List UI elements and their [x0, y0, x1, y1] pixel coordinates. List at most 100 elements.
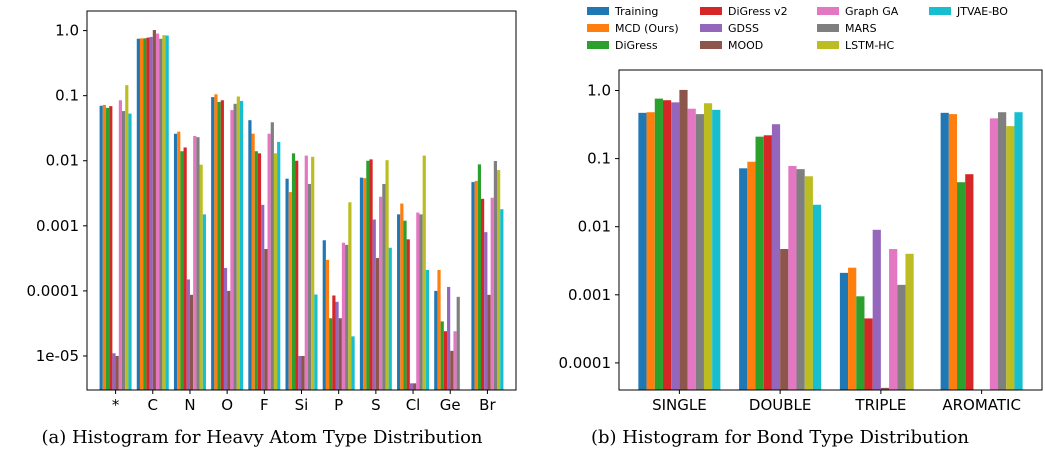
bar-0-6-8 — [348, 202, 352, 390]
bar-1-3-1 — [948, 114, 958, 391]
bar-0-0-2 — [105, 107, 110, 390]
bar-0-6-0 — [322, 240, 326, 390]
legend-swatch — [929, 7, 951, 15]
bar-0-1-2 — [143, 38, 147, 390]
bar-0-3-3 — [220, 100, 224, 390]
x-tick-label: * — [112, 396, 120, 414]
bar-1-0-0 — [638, 112, 647, 390]
bar-0-10-9 — [500, 209, 504, 390]
bar-0-4-1 — [251, 133, 255, 391]
bar-0-10-2 — [477, 164, 482, 390]
bar-1-1-1 — [747, 161, 756, 390]
plot-frame — [86, 10, 517, 391]
bar-0-1-1 — [139, 38, 144, 390]
bar-0-0-8 — [125, 85, 129, 391]
x-tick-label: AROMATIC — [942, 396, 1021, 414]
bar-0-10-6 — [490, 197, 494, 390]
bar-0-5-7 — [307, 183, 312, 390]
bar-0-4-9 — [277, 141, 281, 390]
bar-0-4-3 — [257, 153, 262, 390]
bar-1-0-8 — [703, 103, 713, 391]
bar-0-0-4 — [112, 353, 116, 390]
bar-0-0-5 — [115, 355, 119, 390]
bar-0-3-4 — [223, 267, 228, 390]
bar-1-1-9 — [812, 204, 822, 390]
bar-1-1-6 — [788, 165, 797, 390]
legend-swatch — [817, 41, 839, 49]
bar-0-0-7 — [121, 111, 126, 390]
bar-0-9-1 — [437, 269, 441, 390]
bar-0-0-0 — [99, 105, 103, 390]
bar-0-6-1 — [325, 259, 330, 390]
bar-0-6-3 — [332, 295, 336, 390]
bar-0-2-6 — [193, 136, 197, 390]
bar-0-5-4 — [298, 355, 302, 390]
bar-1-1-7 — [796, 169, 805, 390]
bar-0-8-7 — [419, 214, 423, 390]
caption-b: (b) Histogram for Bond Type Distribution — [591, 427, 969, 448]
bar-0-5-6 — [304, 155, 308, 390]
bar-0-5-1 — [288, 192, 292, 390]
bar-1-1-8 — [804, 176, 813, 390]
bar-0-5-8 — [311, 156, 315, 390]
bar-0-6-7 — [345, 244, 349, 390]
bar-0-2-0 — [173, 133, 178, 391]
bar-0-0-9 — [128, 113, 132, 391]
bar-0-7-6 — [379, 196, 383, 390]
legend-label: MOOD — [728, 39, 763, 52]
bar-0-9-2 — [440, 321, 444, 390]
y-tick-label: 1.0 — [587, 82, 611, 100]
bar-1-0-9 — [712, 109, 721, 390]
y-tick-label: 0.001 — [568, 286, 611, 304]
bar-1-0-2 — [654, 98, 663, 391]
y-tick-label: 0.0001 — [559, 354, 612, 372]
legend-swatch — [700, 24, 722, 32]
bar-0-1-6 — [155, 33, 160, 390]
bar-0-7-5 — [375, 258, 380, 390]
bar-0-2-9 — [202, 214, 206, 390]
y-tick-label: 0.1 — [587, 150, 611, 168]
bar-1-3-7 — [998, 112, 1007, 391]
caption-a: (a) Histogram for Heavy Atom Type Distri… — [41, 427, 482, 448]
bar-0-0-3 — [109, 106, 113, 391]
bar-0-4-6 — [267, 133, 271, 391]
bar-0-3-9 — [239, 100, 244, 391]
bar-0-8-1 — [400, 203, 404, 390]
plot-frame — [618, 69, 1043, 391]
x-tick-label: Cl — [406, 396, 421, 414]
bar-0-6-2 — [329, 318, 333, 390]
bar-1-3-8 — [1006, 126, 1015, 391]
bar-0-6-6 — [341, 242, 346, 390]
bar-0-3-2 — [217, 101, 221, 390]
legend-label: Graph GA — [845, 5, 899, 18]
bar-0-2-8 — [199, 164, 203, 390]
bar-0-0-1 — [102, 104, 106, 390]
bar-1-3-6 — [989, 118, 999, 390]
x-tick-label: N — [184, 396, 195, 414]
legend-swatch — [817, 24, 839, 32]
bar-1-0-6 — [687, 108, 696, 390]
bar-0-0-6 — [118, 100, 122, 390]
bar-0-7-7 — [382, 183, 386, 390]
bar-0-1-4 — [149, 36, 153, 391]
bar-1-1-2 — [755, 136, 764, 390]
bar-1-2-6 — [889, 249, 898, 390]
bar-1-3-9 — [1014, 112, 1023, 391]
bar-0-8-9 — [425, 269, 430, 390]
y-tick-label: 0.001 — [36, 217, 79, 235]
bar-0-1-7 — [159, 38, 163, 390]
legend-label: DiGress — [615, 39, 658, 52]
bar-1-0-3 — [662, 100, 672, 390]
bar-1-2-0 — [839, 272, 849, 390]
bar-0-5-3 — [295, 160, 299, 390]
x-tick-label: Si — [295, 396, 309, 414]
bar-1-0-1 — [646, 112, 655, 391]
y-tick-label: 0.01 — [578, 218, 611, 236]
bar-0-7-9 — [388, 247, 392, 390]
legend-label: LSTM-HC — [845, 39, 895, 52]
bar-1-2-2 — [856, 296, 865, 390]
bar-0-3-6 — [230, 110, 234, 390]
bar-0-7-0 — [359, 177, 364, 390]
x-tick-label: C — [148, 396, 158, 414]
bar-0-10-4 — [484, 232, 488, 390]
